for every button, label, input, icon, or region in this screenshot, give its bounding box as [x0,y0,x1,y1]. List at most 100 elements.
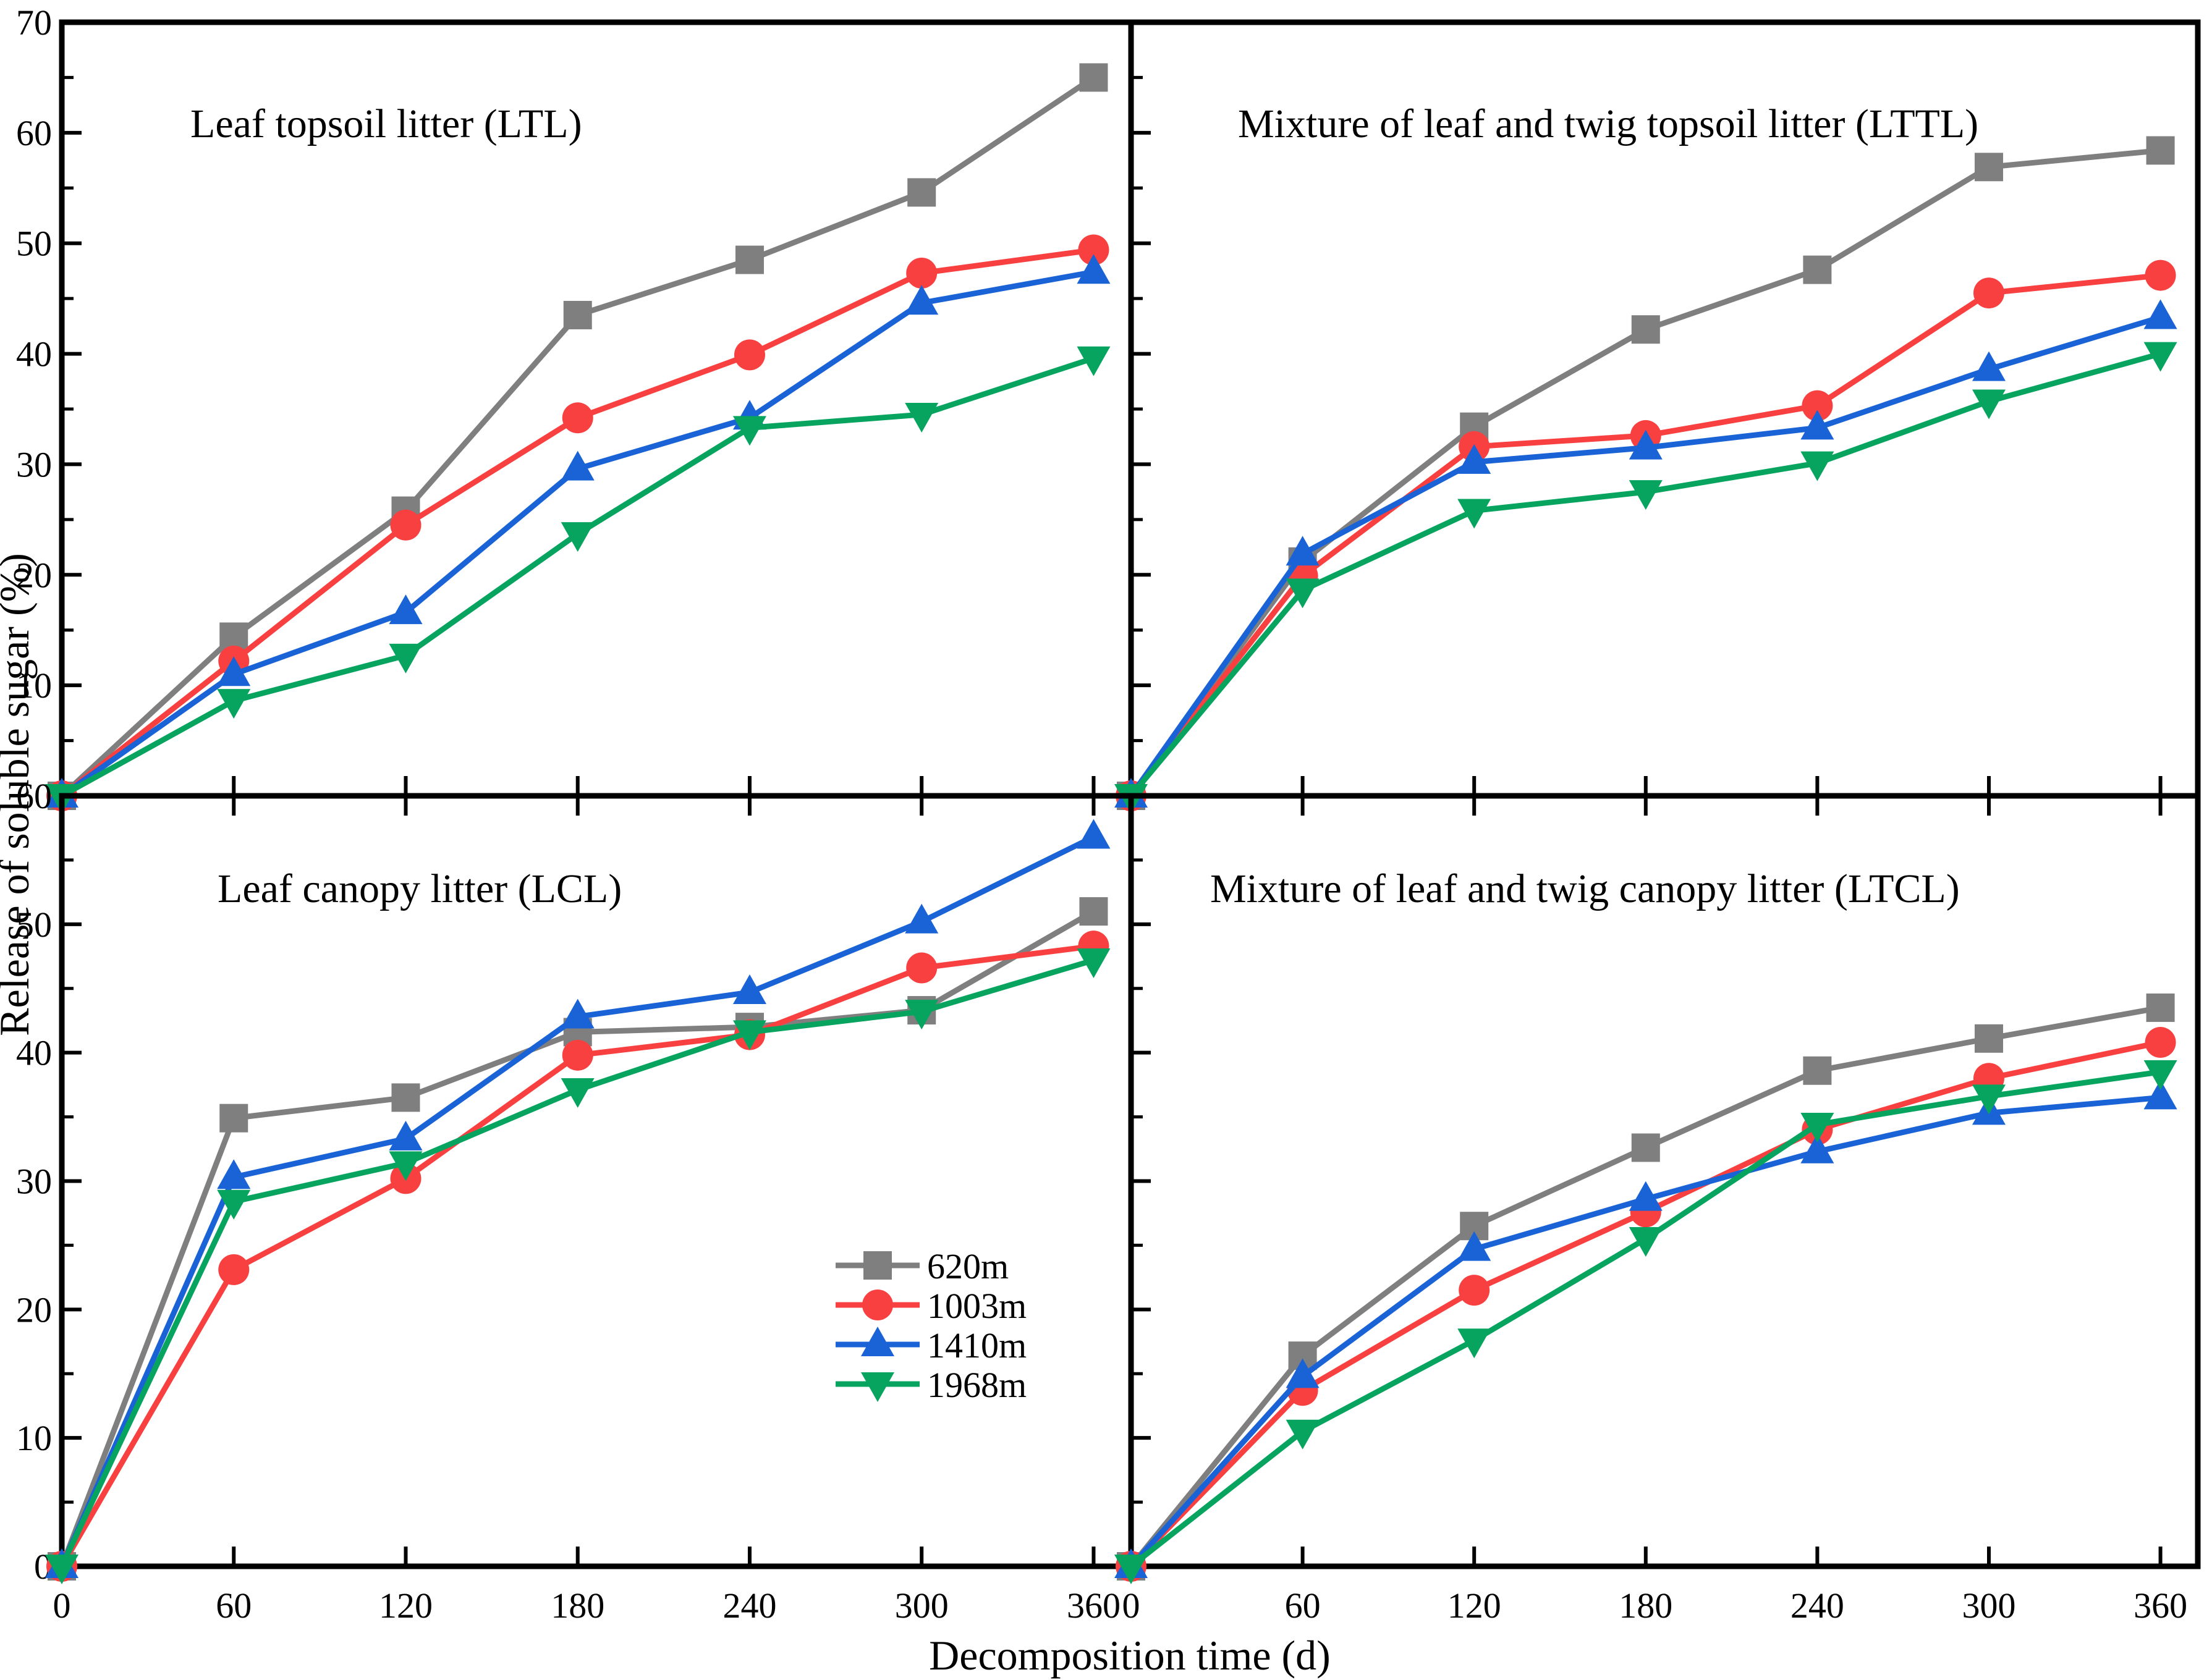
data-point-marker [905,903,939,934]
data-point-marker [217,1189,251,1220]
data-point-marker [2143,1060,2177,1090]
data-point-marker [732,416,766,446]
series-line [59,834,1096,1569]
data-point-marker [217,1159,251,1189]
data-point-marker [1077,819,1111,849]
data-point-marker [906,952,938,984]
data-point-marker [1286,1419,1320,1450]
legend-item: 1968m [836,1365,1027,1405]
data-point-marker [735,245,764,274]
legend-item: 1410m [836,1325,1027,1366]
data-point-marker [1114,1555,1148,1584]
legend-item: 1003m [836,1286,1027,1326]
panel-top-right: Mixture of leaf and twig topsoil litter … [1114,19,2201,814]
legend-label: 620m [927,1246,1009,1286]
data-point-marker [389,594,423,625]
panel-bottom-right: 0 60 120 180 240 300 360 Mixture of leaf and tw… [1114,793,2201,1626]
y-tick-label: 10 [16,665,52,706]
data-point-marker [1457,1328,1491,1359]
data-point-marker [562,402,593,434]
x-tick-label: 360 [2134,1585,2187,1626]
data-point-marker [561,998,595,1029]
data-point-marker [1972,1084,2006,1115]
series-1968m [1114,1060,2177,1584]
data-point-marker [1800,410,1834,440]
data-point-marker [734,339,765,371]
data-point-marker [1972,389,2006,420]
legend-item: 620m [836,1246,1009,1286]
series-line [1128,314,2164,799]
data-point-marker [1079,897,1108,926]
data-point-marker [2143,1079,2177,1110]
data-point-marker [1800,1133,1834,1163]
tick-marks [1131,796,2163,1566]
x-tick-label: 180 [551,1585,604,1626]
y-tick-label: 30 [16,1162,52,1202]
data-point-marker [389,643,423,673]
series-620m [1117,993,2175,1581]
data-point-marker [1457,499,1491,529]
data-point-marker [389,1120,423,1150]
y-tick-label: 20 [16,555,52,595]
tick-marks [62,75,1096,796]
data-point-marker [1077,254,1111,284]
legend-label: 1410m [927,1325,1027,1366]
y-tick-label: 60 [16,113,52,153]
y-tick-label: 50 [16,224,52,264]
series-1968m [1114,342,2177,814]
panel-title: Leaf topsoil litter (LTL) [190,101,582,146]
legend-label: 1968m [927,1365,1027,1405]
data-point-marker [389,1151,423,1181]
x-axis-title: Decomposition time (d) [929,1632,1331,1679]
data-point-marker [1803,1056,1832,1085]
x-tick-label: 60 [1285,1585,1321,1626]
y-tick-label: 40 [16,1033,52,1073]
panel-title: Mixture of leaf and twig topsoil litter … [1238,101,1978,146]
data-point-marker [1800,451,1834,481]
series-1968m [45,948,1111,1584]
data-point-marker [1974,1024,2003,1053]
panels-layer: 10 20 30 40 50 60 70 Leaf topsoil litter (LTL) M… [16,2,2201,1626]
series-line [1128,272,2164,799]
data-point-marker [2146,136,2175,165]
data-point-marker [1457,444,1491,474]
data-point-marker [1631,1133,1660,1162]
data-point-marker [561,450,595,481]
data-point-marker [1629,480,1663,510]
y-tick-label: 60 [16,776,52,816]
data-point-marker [219,1104,248,1133]
panel-title: Leaf canopy litter (LCL) [218,866,622,911]
data-point-marker [1802,390,1833,421]
data-point-marker [2146,993,2175,1022]
series-line [1128,1039,2164,1569]
data-point-marker [2145,260,2176,291]
data-point-marker [1629,1181,1663,1211]
series-1410m [45,254,1111,808]
data-point-marker [1631,315,1660,344]
legend-marker-circle [862,1290,893,1320]
data-point-marker [1078,234,1109,266]
data-point-marker [390,509,422,541]
data-point-marker [1077,346,1111,376]
y-axis-title: Release of soluble sugar (%) [0,553,38,1036]
series-620m [1117,136,2175,810]
data-point-marker [1974,153,2003,182]
data-point-marker [1457,1231,1491,1261]
data-point-marker [905,285,939,315]
data-point-marker [2143,299,2177,329]
series-1003m [1116,1027,2176,1582]
legend-marker-triangle-up [861,1327,894,1356]
data-point-marker [1803,255,1832,284]
y-tick-label: 10 [16,1418,52,1458]
data-point-marker [2145,1027,2176,1058]
data-point-marker [732,974,766,1004]
data-point-marker [732,1020,766,1050]
data-point-marker [217,689,251,719]
x-tick-label: 60 [216,1585,252,1626]
x-tick-label: 360 [1067,1585,1121,1626]
data-point-marker [1286,1358,1320,1388]
data-point-marker [1800,1113,1834,1143]
